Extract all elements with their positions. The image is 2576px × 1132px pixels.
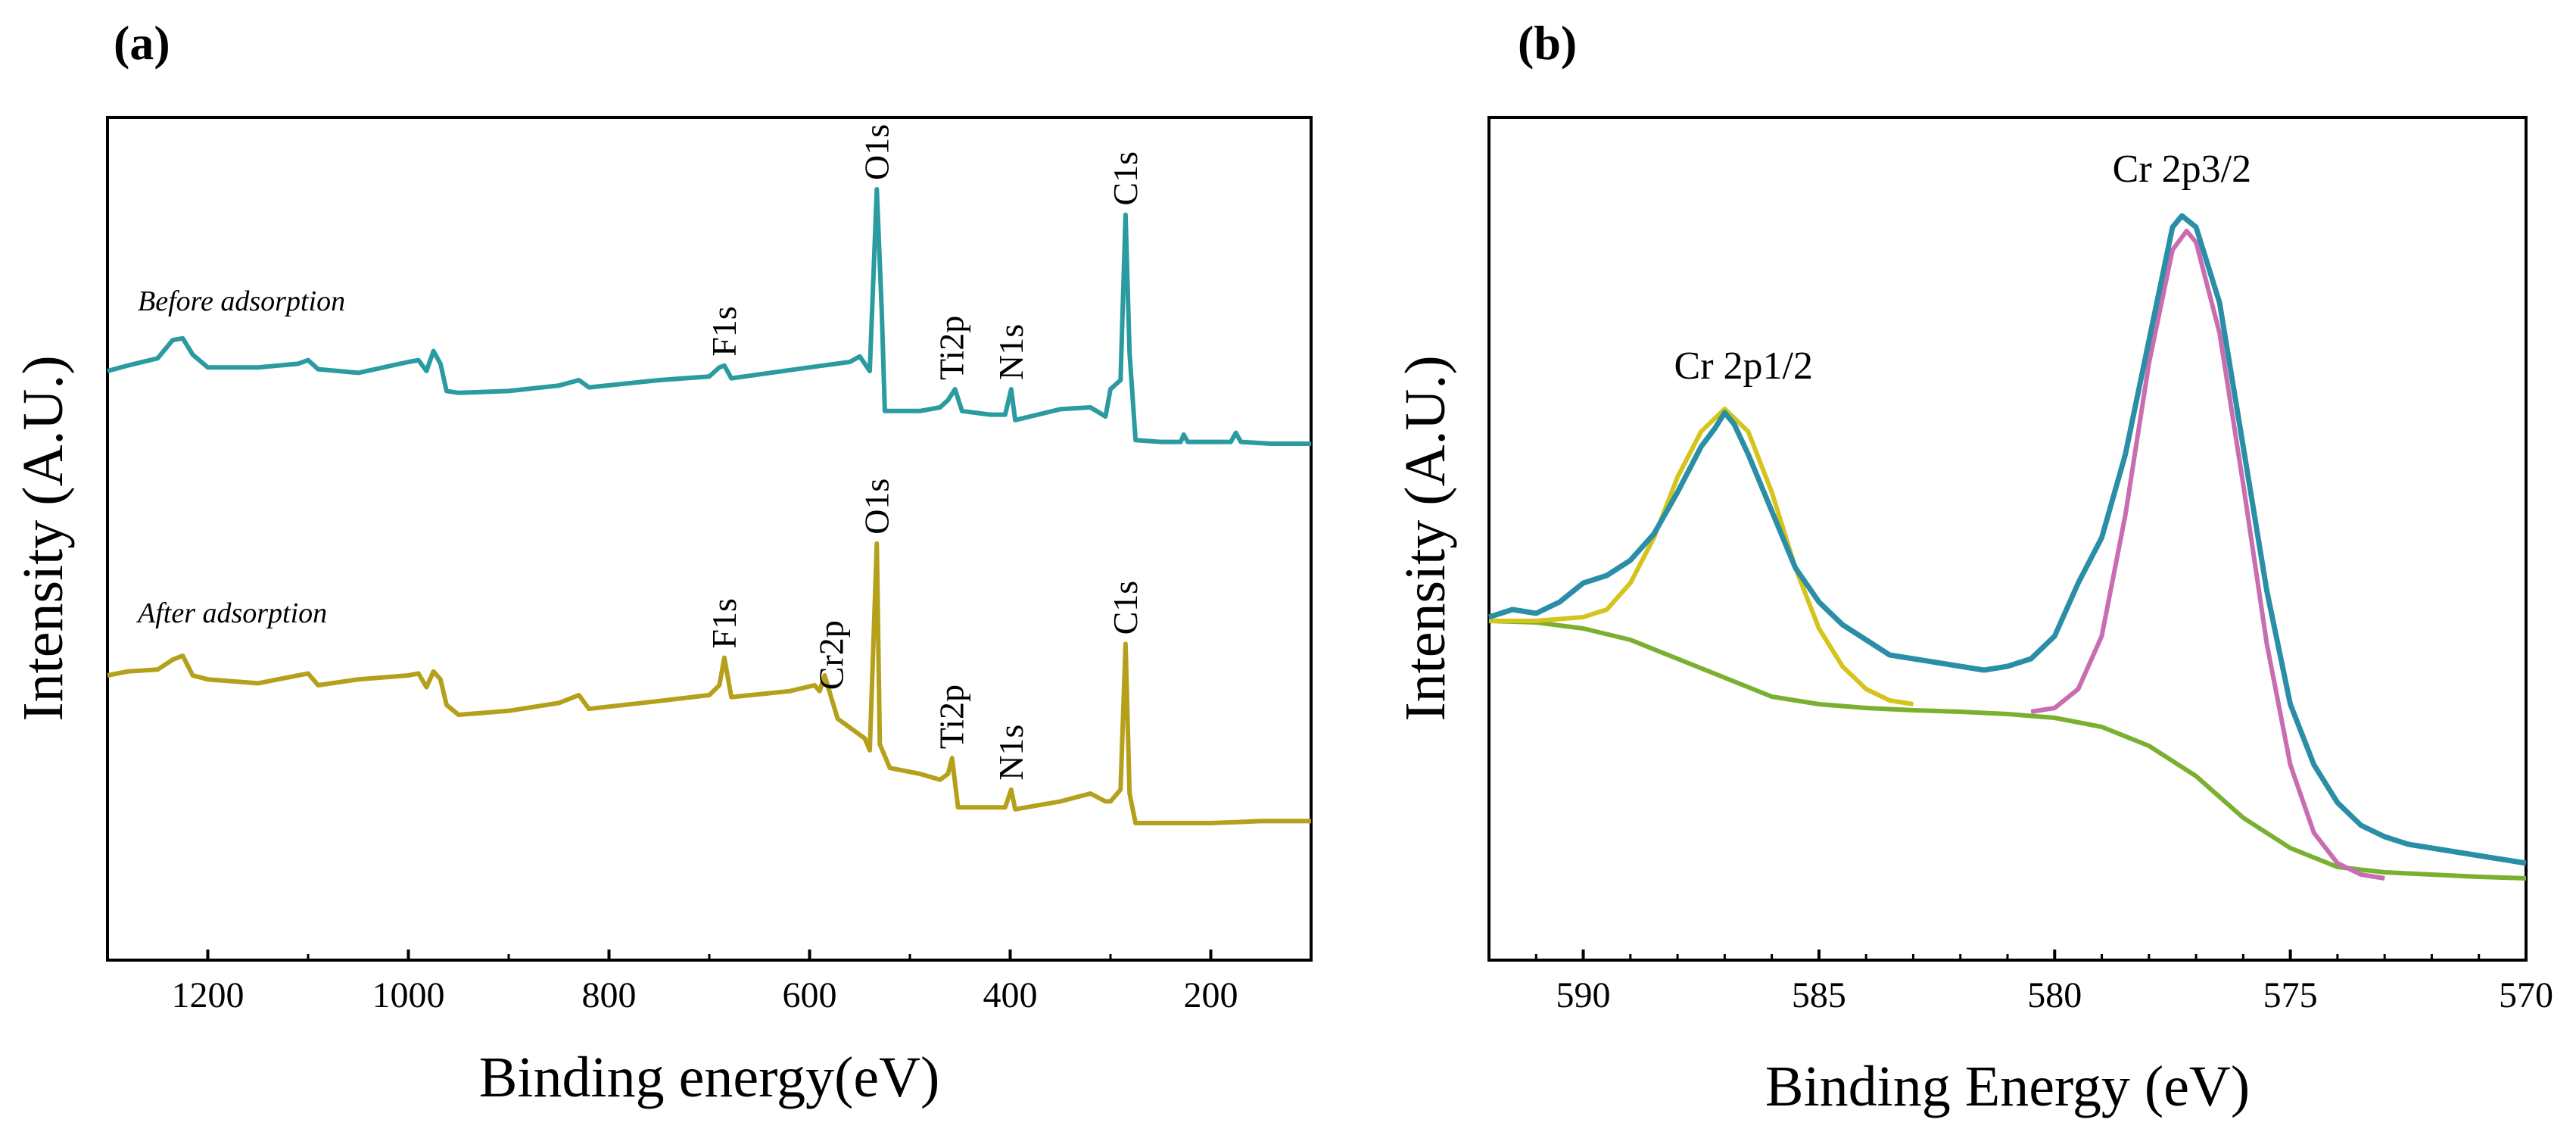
panel-b-x-ticks: 590 585 580 575 570 bbox=[1534, 950, 2553, 1015]
panel-a-x-tick-label: 800 bbox=[582, 975, 637, 1015]
panel-a-x-tick-label: 1200 bbox=[172, 975, 245, 1015]
series-cr-2p1-2-fit bbox=[1489, 407, 1914, 706]
panel-b-x-tick-label: 575 bbox=[2263, 975, 2318, 1015]
panel-b-x-tick-label: 585 bbox=[1792, 975, 1846, 1015]
panel-b-series bbox=[1487, 213, 2527, 881]
panel-a-peak-labels: O1s C1s F1s Ti2p N1s O1s C1s F1s Cr2p Ti2p N1s bbox=[705, 124, 1145, 781]
series-background bbox=[1488, 619, 2527, 881]
panel-a-x-tick-label: 1000 bbox=[372, 975, 445, 1015]
panel-a-label: (a) bbox=[114, 16, 170, 70]
panel-a-y-axis-title: Intensity (A.U.) bbox=[11, 355, 75, 721]
panel-a-x-tick-label: 600 bbox=[783, 975, 837, 1015]
panel-a-series bbox=[107, 187, 1311, 825]
panel-a-x-ticks: 1200 1000 800 600 400 200 bbox=[106, 950, 1313, 1015]
panel-a: (a) 1200 1000 800 600 400 200 O1s C1s F1s Ti2p N1… bbox=[11, 16, 1313, 1109]
series-after-adsorption bbox=[107, 541, 1311, 825]
panel-a-x-tick-label: 200 bbox=[1184, 975, 1238, 1015]
peak-label-n1s: N1s bbox=[992, 324, 1030, 380]
panel-b-x-tick-label: 570 bbox=[2499, 975, 2553, 1015]
trace-label-after: After adsorption bbox=[135, 597, 327, 629]
series-before-adsorption bbox=[107, 187, 1311, 446]
peak-label-n1s: N1s bbox=[992, 725, 1030, 781]
panel-a-frame bbox=[106, 116, 1313, 962]
peak-label-o1s: O1s bbox=[857, 479, 896, 535]
peak-label-f1s: F1s bbox=[705, 598, 743, 648]
annotation-cr-2p1-2: Cr 2p1/2 bbox=[1674, 345, 1813, 388]
panel-a-x-tick-label: 400 bbox=[983, 975, 1038, 1015]
peak-label-f1s: F1s bbox=[705, 306, 743, 356]
panel-b-frame bbox=[1487, 116, 2528, 962]
panel-b-x-axis-title: Binding Energy (eV) bbox=[1765, 1055, 2250, 1118]
panel-b-x-tick-label: 580 bbox=[2027, 975, 2082, 1015]
peak-label-o1s: O1s bbox=[857, 124, 896, 180]
trace-label-before: Before adsorption bbox=[138, 285, 345, 317]
peak-label-c1s: C1s bbox=[1106, 581, 1145, 635]
panel-b-x-tick-label: 590 bbox=[1556, 975, 1611, 1015]
annotation-cr-2p3-2: Cr 2p3/2 bbox=[2113, 148, 2251, 191]
panel-a-x-axis-title: Binding energy(eV) bbox=[479, 1046, 940, 1109]
panel-b-y-axis-title: Intensity (A.U.) bbox=[1394, 355, 1457, 721]
peak-label-c1s: C1s bbox=[1106, 151, 1145, 206]
panel-b-label: (b) bbox=[1518, 16, 1577, 70]
peak-label-ti2p: Ti2p bbox=[933, 316, 971, 380]
panel-b: (b) 590 585 580 575 570 Cr 2p1/2 Cr 2p3/2 Bin… bbox=[1394, 16, 2553, 1118]
series-cr-2p3-2-fit bbox=[2030, 229, 2385, 881]
peak-label-ti2p: Ti2p bbox=[933, 685, 971, 749]
series-raw-spectrum bbox=[1487, 213, 2527, 866]
panel-b-annotations: Cr 2p1/2 Cr 2p3/2 bbox=[1674, 148, 2252, 388]
peak-label-cr2p: Cr2p bbox=[812, 620, 851, 690]
